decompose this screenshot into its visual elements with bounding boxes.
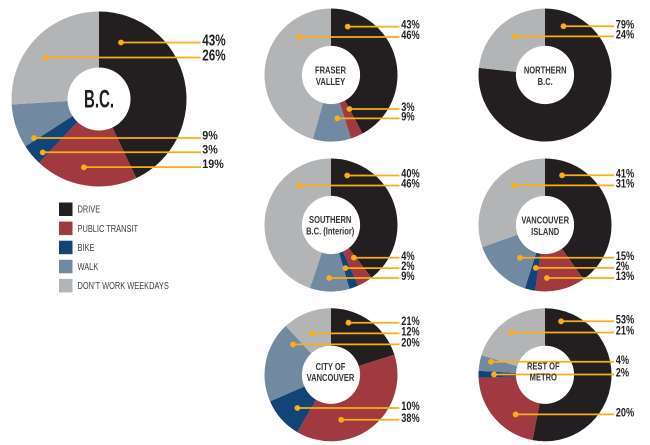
svg-text:15%: 15%	[616, 250, 635, 263]
svg-text:ISLAND: ISLAND	[531, 226, 560, 237]
svg-text:19%: 19%	[202, 158, 223, 171]
svg-text:38%: 38%	[401, 412, 420, 425]
svg-text:20%: 20%	[616, 406, 635, 419]
svg-text:REST OF: REST OF	[527, 360, 560, 371]
svg-text:3%: 3%	[401, 101, 415, 114]
svg-text:12%: 12%	[401, 325, 420, 338]
svg-text:9%: 9%	[401, 270, 415, 283]
svg-text:METRO: METRO	[530, 372, 557, 383]
svg-text:13%: 13%	[616, 270, 635, 283]
svg-text:FRASER: FRASER	[315, 64, 346, 75]
svg-text:BIKE: BIKE	[78, 242, 95, 253]
svg-text:53%: 53%	[616, 313, 635, 326]
svg-text:2%: 2%	[616, 260, 630, 273]
svg-text:10%: 10%	[401, 400, 420, 413]
svg-text:21%: 21%	[616, 325, 635, 338]
svg-text:B.C.: B.C.	[84, 86, 114, 114]
svg-text:41%: 41%	[616, 167, 635, 180]
svg-text:9%: 9%	[202, 130, 218, 143]
svg-text:B.C. (Interior): B.C. (Interior)	[306, 225, 354, 236]
svg-text:3%: 3%	[202, 144, 218, 157]
svg-text:40%: 40%	[401, 168, 420, 181]
svg-text:46%: 46%	[401, 178, 420, 191]
svg-text:46%: 46%	[401, 29, 420, 42]
svg-text:B.C.: B.C.	[538, 76, 553, 87]
svg-text:4%: 4%	[401, 250, 415, 263]
svg-text:WALK: WALK	[78, 261, 99, 272]
svg-text:DRIVE: DRIVE	[78, 204, 101, 215]
svg-text:43%: 43%	[401, 19, 420, 32]
svg-text:VANCOUVER: VANCOUVER	[307, 372, 355, 383]
svg-text:43%: 43%	[202, 31, 225, 49]
svg-text:DON’T WORK WEEKDAYS: DON’T WORK WEEKDAYS	[78, 280, 169, 291]
svg-text:79%: 79%	[616, 18, 635, 31]
svg-text:4%: 4%	[616, 354, 630, 367]
svg-text:2%: 2%	[616, 367, 630, 380]
svg-text:VANCOUVER: VANCOUVER	[521, 214, 569, 225]
svg-text:SOUTHERN: SOUTHERN	[309, 214, 351, 225]
svg-text:24%: 24%	[616, 28, 635, 41]
svg-text:CITY OF: CITY OF	[316, 361, 346, 372]
svg-text:VALLEY: VALLEY	[316, 76, 345, 87]
svg-text:PUBLIC TRANSIT: PUBLIC TRANSIT	[78, 223, 139, 234]
svg-text:26%: 26%	[202, 46, 225, 64]
svg-text:9%: 9%	[401, 110, 415, 123]
svg-text:31%: 31%	[616, 177, 635, 190]
svg-text:21%: 21%	[401, 315, 420, 328]
svg-text:2%: 2%	[401, 260, 415, 273]
svg-text:NORTHERN: NORTHERN	[524, 64, 567, 75]
svg-text:20%: 20%	[401, 336, 420, 349]
